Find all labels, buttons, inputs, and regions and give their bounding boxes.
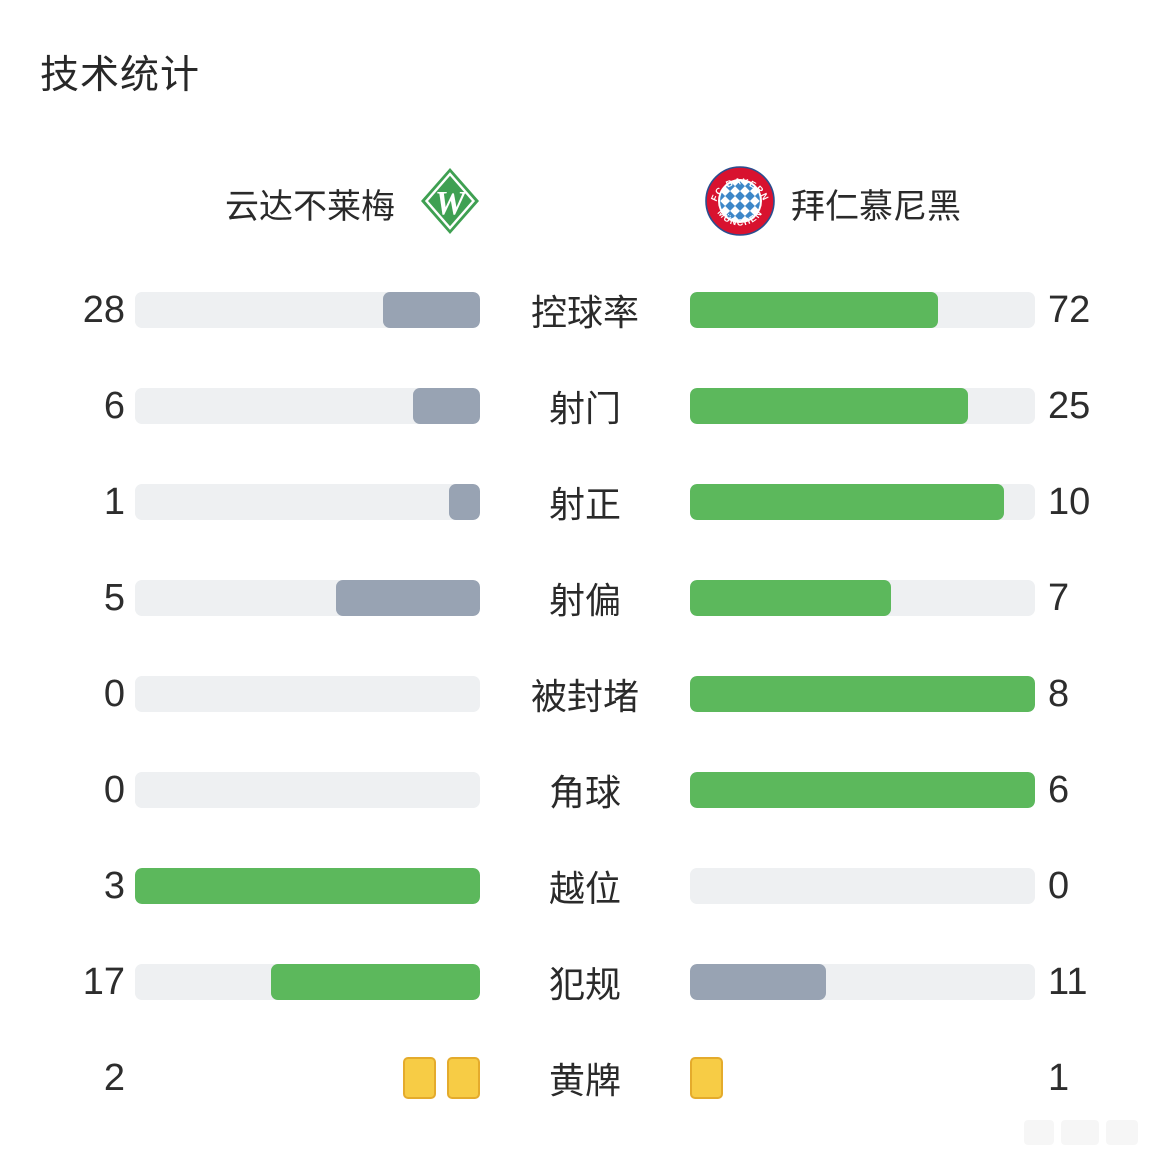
home-bar-fill bbox=[135, 868, 480, 904]
werder-bremen-crest-icon: W bbox=[420, 167, 480, 240]
home-team-header: 云达不莱梅 W bbox=[0, 167, 480, 240]
stat-row: 17 犯规 11 bbox=[0, 934, 1170, 1030]
home-bar-track bbox=[135, 580, 480, 616]
stat-row: 0 被封堵 8 bbox=[0, 646, 1170, 742]
home-value: 5 bbox=[103, 576, 125, 619]
away-bar-track bbox=[690, 868, 1035, 904]
home-value: 2 bbox=[103, 1056, 125, 1099]
away-value: 72 bbox=[1048, 288, 1091, 331]
away-bar-track bbox=[690, 292, 1035, 328]
stat-label: 角球 bbox=[548, 772, 621, 813]
teams-header: 云达不莱梅 W bbox=[0, 166, 1170, 238]
away-value: 25 bbox=[1048, 384, 1091, 427]
stat-label: 射正 bbox=[548, 484, 621, 525]
stat-label: 越位 bbox=[548, 868, 621, 909]
away-bar-fill bbox=[690, 964, 826, 1000]
away-bar-track bbox=[690, 388, 1035, 424]
home-value: 17 bbox=[82, 960, 125, 1003]
home-bar-track bbox=[135, 772, 480, 808]
home-bar-track bbox=[135, 964, 480, 1000]
stat-row: 0 角球 6 bbox=[0, 742, 1170, 838]
away-bar-track bbox=[690, 772, 1035, 808]
home-value: 6 bbox=[103, 384, 125, 427]
home-bar-track bbox=[135, 484, 480, 520]
bayern-munich-crest-icon: FC BAYERN MÜNCHEN bbox=[705, 166, 775, 241]
stat-row: 6 射门 25 bbox=[0, 358, 1170, 454]
away-value: 1 bbox=[1048, 1056, 1070, 1099]
away-bar-fill bbox=[690, 772, 1035, 808]
away-bar-fill bbox=[690, 580, 892, 616]
stats-rows: 28 控球率 72 6 射门 bbox=[0, 262, 1170, 1126]
stat-row: 5 射偏 7 bbox=[0, 550, 1170, 646]
away-bar-fill bbox=[690, 292, 939, 328]
away-value: 10 bbox=[1048, 480, 1091, 523]
away-value: 0 bbox=[1048, 864, 1070, 907]
away-yellow-cards bbox=[690, 1057, 1035, 1099]
stat-row: 2 黄牌 1 bbox=[0, 1030, 1170, 1126]
away-bar-track bbox=[690, 484, 1035, 520]
yellow-card-icon bbox=[403, 1057, 436, 1099]
away-bar-track bbox=[690, 964, 1035, 1000]
away-value: 11 bbox=[1048, 960, 1088, 1003]
home-value: 0 bbox=[103, 672, 125, 715]
away-value: 7 bbox=[1048, 576, 1070, 619]
yellow-card-icon bbox=[690, 1057, 723, 1099]
watermark bbox=[1024, 1120, 1138, 1145]
away-bar-fill bbox=[690, 676, 1035, 712]
home-bar-track bbox=[135, 676, 480, 712]
away-value: 8 bbox=[1048, 672, 1070, 715]
stats-panel: 技术统计 云达不莱梅 W bbox=[0, 44, 1170, 1145]
home-bar-track bbox=[135, 388, 480, 424]
home-value: 0 bbox=[103, 768, 125, 811]
stat-label: 射偏 bbox=[548, 580, 621, 621]
home-value: 1 bbox=[103, 480, 125, 523]
yellow-card-icon bbox=[447, 1057, 480, 1099]
home-bar-fill bbox=[270, 964, 480, 1000]
home-yellow-cards bbox=[135, 1057, 480, 1099]
stat-row: 28 控球率 72 bbox=[0, 262, 1170, 358]
home-value: 3 bbox=[103, 864, 125, 907]
stat-label: 控球率 bbox=[530, 292, 639, 333]
stat-label: 犯规 bbox=[548, 964, 621, 1005]
home-bar-fill bbox=[383, 292, 480, 328]
home-bar-track bbox=[135, 292, 480, 328]
away-team-name: 拜仁慕尼黑 bbox=[791, 188, 961, 226]
home-bar-fill bbox=[448, 484, 480, 520]
home-value: 28 bbox=[82, 288, 125, 331]
home-team-name: 云达不莱梅 bbox=[225, 188, 395, 226]
away-bar-track bbox=[690, 676, 1035, 712]
page-title: 技术统计 bbox=[40, 54, 201, 97]
watermark-blob bbox=[1024, 1120, 1054, 1145]
away-bar-fill bbox=[690, 388, 969, 424]
home-bar-track bbox=[135, 868, 480, 904]
away-bar-fill bbox=[690, 484, 1004, 520]
stat-label: 射门 bbox=[548, 388, 621, 429]
watermark-blob bbox=[1106, 1120, 1138, 1145]
werder-crest-letter: W bbox=[435, 185, 468, 222]
stat-label: 黄牌 bbox=[548, 1060, 621, 1101]
home-bar-fill bbox=[336, 580, 480, 616]
stat-label: 被封堵 bbox=[530, 676, 639, 717]
away-value: 6 bbox=[1048, 768, 1070, 811]
stat-row: 3 越位 0 bbox=[0, 838, 1170, 934]
watermark-blob bbox=[1061, 1120, 1099, 1145]
away-bar-track bbox=[690, 580, 1035, 616]
home-bar-fill bbox=[413, 388, 480, 424]
stat-row: 1 射正 10 bbox=[0, 454, 1170, 550]
away-team-header: FC BAYERN MÜNCHEN 拜仁慕尼黑 bbox=[690, 166, 1170, 241]
